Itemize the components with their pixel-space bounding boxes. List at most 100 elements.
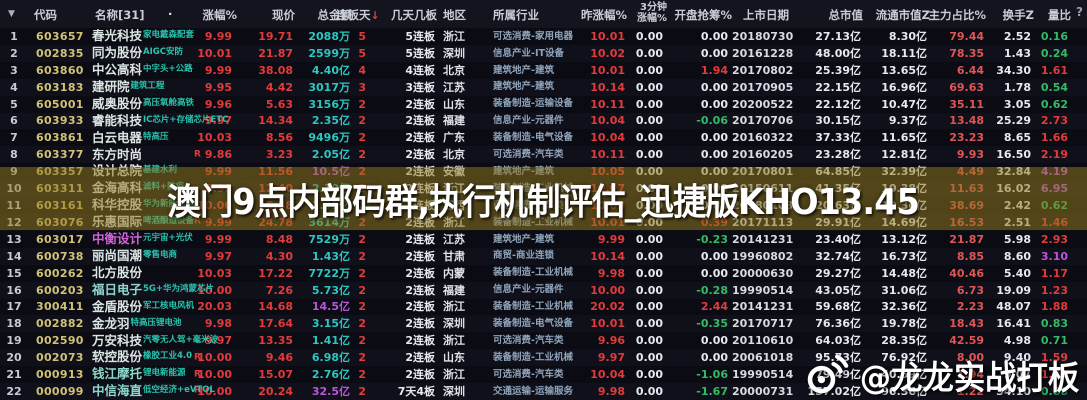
volume-ratio: 1.21 xyxy=(1040,368,1068,382)
col-header-float-cap[interactable]: 流通市值Z xyxy=(875,8,930,22)
industry: 建筑地产-建筑 xyxy=(493,81,554,93)
float-cap: 11.65亿 xyxy=(881,131,927,145)
stock-row[interactable]: 13 603017 中衡设计 元宇宙+光伏 9.99 8.48 7529万 2 2连板 江苏 建筑地… xyxy=(0,230,1087,248)
market-cap: 59.68亿 xyxy=(815,300,861,314)
prev-day-change: 9.98 xyxy=(597,266,625,280)
three-min-change: 0.00 xyxy=(635,232,663,246)
col-header-ipo-date[interactable]: 上市日期 xyxy=(743,8,789,22)
industry: 装备制造-工业机械 xyxy=(493,301,573,313)
stock-code: 002882 xyxy=(36,317,84,331)
boards-in-days: 2连板 xyxy=(405,97,435,111)
total-amount: 7722万 xyxy=(308,266,350,280)
stock-code: 603657 xyxy=(36,29,84,43)
stock-row[interactable]: 8 603377 东方时尚 R 9.86 3.23 2.05亿 2 2连板 北京 可选消费-汽车类 1… xyxy=(0,146,1087,164)
stock-row[interactable]: 7 603861 白云电器 特高压 10.03 8.56 9496万 2 2连板 广东 装备制造-电… xyxy=(0,129,1087,147)
stock-row[interactable]: 5 605001 威奥股份 高压氧舱高铁 9.96 5.63 3156万 2 2连板 山东 装备制造… xyxy=(0,95,1087,113)
col-header-board-days[interactable]: 连板天↓ xyxy=(336,7,380,23)
volume-ratio: 0.16 xyxy=(1040,29,1068,43)
col-header-name[interactable]: 名称[31] xyxy=(95,8,145,22)
col-header-main-force[interactable]: 主力占比% xyxy=(928,8,986,22)
stock-row[interactable]: 1 603657 春光科技 家电戴森配套 9.99 19.71 2088万 5 5连板 浙江 可选消… xyxy=(0,28,1087,45)
col-header-change[interactable]: 涨幅% xyxy=(202,8,237,22)
stock-row[interactable]: 15 600262 北方股份 10.03 17.22 7722万 2 2连板 内蒙 装备制造-工业… xyxy=(0,264,1087,282)
row-number: 17 xyxy=(6,300,22,314)
market-cap: 22.12亿 xyxy=(815,97,861,111)
stock-row[interactable]: 17 300411 金盾股份 军工核电风机 20.03 14.68 14.5亿 2 2连板 浙江 装… xyxy=(0,298,1087,316)
row-number: 4 xyxy=(10,80,18,94)
total-amount: 4.40亿 xyxy=(311,63,350,77)
open-grab-percent: 0.00 xyxy=(700,97,728,111)
margin-r-flag: R xyxy=(194,369,201,380)
stock-name-cell: 金龙羽 特高压锂电池 xyxy=(92,315,192,331)
ipo-date: 20180730 xyxy=(732,29,794,43)
margin-r-flag: R xyxy=(194,149,201,160)
col-header-turnover[interactable]: 换手Z xyxy=(1002,8,1034,22)
stock-code: 603377 xyxy=(36,148,84,162)
col-header-code[interactable]: 代码 xyxy=(34,8,57,22)
change-value: 10.03 xyxy=(197,131,232,145)
industry: 信息产业-IT设备 xyxy=(493,47,564,59)
row-number: 6 xyxy=(10,114,18,128)
col-header-amount[interactable]: 总金额 xyxy=(317,8,353,22)
stock-code: 000099 xyxy=(36,384,84,398)
stock-row[interactable]: 14 600738 丽尚国潮 零售电商 9.97 4.30 1.43亿 2 2连板 甘肃 商贸-商业… xyxy=(0,247,1087,265)
change-value: 9.97 xyxy=(204,334,232,348)
help-icon[interactable]: ? xyxy=(1076,5,1083,19)
col-header-price[interactable]: 现价 xyxy=(272,8,295,22)
board-days: 5 xyxy=(358,46,366,60)
prev-day-change: 9.97 xyxy=(597,351,625,365)
stock-row[interactable]: 6 603933 睿能科技 IC芯片+存储芯片ETC 9.97 14.34 2.35亿 2 2连… xyxy=(0,112,1087,130)
stock-row[interactable]: 16 600203 福日电子 5G+华为鸿蒙芯片 10.00 7.26 5.73亿 2 2连板福… xyxy=(0,281,1087,299)
stock-row[interactable]: 4 603183 建研院 建筑工程 9.95 4.42 3017万 3 3连板 江苏 建筑地产-建筑… xyxy=(0,78,1087,96)
prev-day-change: 9.99 xyxy=(597,232,625,246)
col-header-volume-ratio[interactable]: 量比 xyxy=(1048,8,1071,22)
float-cap: 13.65亿 xyxy=(881,63,927,77)
open-grab-percent: 0.00 xyxy=(700,249,728,263)
three-min-change: 0.00 xyxy=(635,266,663,280)
current-price: 7.26 xyxy=(265,283,293,297)
board-days: 2 xyxy=(358,384,366,398)
col-header-market-cap[interactable]: 总市值 xyxy=(828,8,864,22)
stock-name: 春光科技 xyxy=(92,28,143,44)
stock-row[interactable]: 3 603860 中公高科 中字头+公路 9.99 38.08 4.40亿 4 4连板 北京 建筑地… xyxy=(0,61,1087,79)
ipo-date: 20200522 xyxy=(732,97,794,111)
turnover: 2.52 xyxy=(1003,29,1031,43)
industry: 商贸-商业连锁 xyxy=(493,250,554,262)
ipo-date: 20160205 xyxy=(732,148,794,162)
stock-row[interactable]: 2 002835 同为股份 AIGC安防 10.01 21.87 2599万 5 5连板 深圳 信息… xyxy=(0,44,1087,62)
stock-code: 002835 xyxy=(36,46,84,60)
open-grab-percent: 0.00 xyxy=(700,266,728,280)
col-header-open-grab[interactable]: 开盘抢筹% xyxy=(674,8,732,22)
row-number: 15 xyxy=(6,266,22,280)
float-cap: 18.11亿 xyxy=(881,46,927,60)
concept-tag: 橡胶工业4.0 xyxy=(143,351,193,362)
stock-name: 福日电子 xyxy=(92,281,143,297)
stock-row[interactable]: 20 002073 软控股份 橡胶工业4.0 R 10.00 9.46 6.98亿 2 2连板 山东… xyxy=(0,349,1087,367)
corner-filter-icon[interactable]: ▼ xyxy=(8,9,15,19)
float-cap: 31.06亿 xyxy=(881,283,927,297)
stock-row[interactable]: 19 002590 万安科技 汽零无人驾+毫米波 9.97 13.35 1.41亿 2 2连板浙… xyxy=(0,332,1087,350)
row-number: 13 xyxy=(6,232,22,246)
col-header-3min-change[interactable]: 3分钟 涨幅% xyxy=(637,2,667,24)
change-percent: 9.97 xyxy=(192,115,237,126)
col-header-boards[interactable]: 几天几板 xyxy=(391,8,437,22)
industry: 建筑地产-建筑 xyxy=(493,233,554,245)
col-header-region[interactable]: 地区 xyxy=(443,8,466,22)
change-percent: R 10.00 xyxy=(192,369,237,380)
stock-name: 金龙羽 xyxy=(92,315,130,331)
prev-day-change: 10.00 xyxy=(590,283,625,297)
stock-code: 600262 xyxy=(36,266,84,280)
region: 江苏 xyxy=(443,232,465,246)
col-header-industry[interactable]: 所属行业 xyxy=(493,8,539,22)
main-force-percent: 18.43 xyxy=(949,317,984,331)
change-percent: 10.03 xyxy=(192,132,237,143)
boards-in-days: 7天4板 xyxy=(397,384,435,398)
concept-tag: 特高压锂电池 xyxy=(130,317,182,328)
col-header-prev-change[interactable]: 昨涨幅% xyxy=(580,8,627,22)
total-amount: 5.73亿 xyxy=(311,283,350,297)
stock-row[interactable]: 18 002882 金龙羽 特高压锂电池 9.98 17.64 3.15亿 2 2连板 深圳 装备制… xyxy=(0,315,1087,333)
boards-in-days: 2连板 xyxy=(405,317,435,331)
volume-ratio: 0.54 xyxy=(1040,80,1068,94)
region: 江苏 xyxy=(443,80,465,94)
stock-name: 金盾股份 xyxy=(92,298,143,314)
